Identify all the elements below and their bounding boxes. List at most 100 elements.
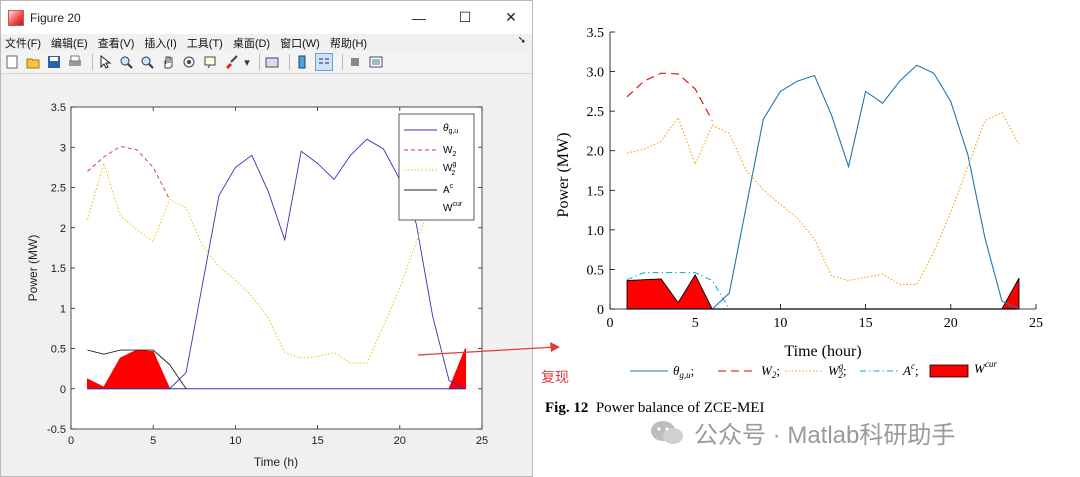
watermark-text: 公众号 · Matlab科研助手 xyxy=(694,422,956,449)
y-tick-label: 0 xyxy=(60,384,66,396)
caption-label: Fig. 12 xyxy=(545,400,589,416)
matlab-icon xyxy=(8,9,24,26)
y-tick-label: 1.0 xyxy=(587,224,605,239)
link-plot-icon[interactable] xyxy=(264,54,280,70)
legend-icon[interactable] xyxy=(315,53,333,71)
y-tick-label: 0 xyxy=(597,303,604,318)
figure-toolbar: ▾ xyxy=(1,51,532,74)
colorbar-icon[interactable] xyxy=(294,54,310,70)
y-tick-label: 0.5 xyxy=(51,344,66,356)
y-tick-label: 2.0 xyxy=(587,145,605,160)
y-tick-label: 1.5 xyxy=(587,184,605,199)
series-theta xyxy=(169,138,466,390)
toolbar-separator xyxy=(342,54,343,70)
menu-tools[interactable]: 工具(T) xyxy=(186,37,223,50)
x-tick-label: 10 xyxy=(773,316,787,331)
figure-window: Figure 20 — ☐ ✕ 文件(F) 编辑(E) 查看(V) 插入(I) … xyxy=(0,0,533,477)
print-icon[interactable] xyxy=(67,54,83,70)
legend-row[interactable]: θg,u; W2; Wg 2; Ac; Wcur xyxy=(630,359,997,380)
rotate-3d-icon[interactable] xyxy=(181,54,197,70)
y-tick-label: 2.5 xyxy=(587,105,605,120)
zoom-out-icon[interactable] xyxy=(139,54,155,70)
x-tick-label: 5 xyxy=(150,435,156,447)
menu-edit[interactable]: 编辑(E) xyxy=(51,37,88,50)
series-w2 xyxy=(626,72,713,121)
hide-tools-icon[interactable] xyxy=(347,54,363,70)
caption-text: Power balance of ZCE-MEI xyxy=(595,400,765,416)
menu-desktop[interactable]: 桌面(D) xyxy=(232,37,271,50)
open-file-icon[interactable] xyxy=(25,54,41,70)
close-button[interactable]: ✕ xyxy=(505,9,517,25)
red-arrow xyxy=(417,342,560,356)
y-tick-label: 3.0 xyxy=(587,66,605,81)
watermark: 公众号 · Matlab科研助手 xyxy=(650,415,955,450)
x-axis-label: Time (h) xyxy=(254,455,298,469)
legend-w2: W2; xyxy=(761,363,780,380)
legend-theta: θg,u xyxy=(443,123,458,135)
data-cursor-icon[interactable] xyxy=(202,54,218,70)
paper-plot: 0 5 10 15 20 25 0 0.5 1.0 1.5 2.0 2.5 3.0 3.5 Time (h… xyxy=(555,26,1043,380)
y-tick-label: 1 xyxy=(60,303,66,315)
y-axis-label: Power (MW) xyxy=(26,235,40,302)
save-icon[interactable] xyxy=(46,54,62,70)
legend-w2g: Wg 2 xyxy=(443,161,456,177)
toolbar-separator xyxy=(92,54,93,70)
zoom-in-icon[interactable] xyxy=(118,54,134,70)
series-ac xyxy=(87,349,187,390)
menu-dock-arrow-icon[interactable]: ➘ xyxy=(517,35,526,46)
maximize-button[interactable]: ☐ xyxy=(458,9,472,25)
toolbar-separator xyxy=(289,54,290,70)
reproduce-label: 复现 xyxy=(541,370,569,386)
curtailment-area xyxy=(1001,277,1020,310)
toolbar-separator xyxy=(259,54,260,70)
legend-w2g: Wg 2; xyxy=(828,361,846,380)
figure-caption: Fig. 12 Power balance of ZCE-MEI xyxy=(545,400,765,417)
y-tick-label: 2.5 xyxy=(51,183,66,195)
legend-wcur: Wcur xyxy=(974,359,997,376)
brush-icon[interactable] xyxy=(223,54,239,70)
wechat-icon xyxy=(650,419,684,447)
window-titlebar: Figure 20 — ☐ ✕ xyxy=(1,1,532,34)
new-figure-icon[interactable] xyxy=(4,54,20,70)
menu-file[interactable]: 文件(F) xyxy=(5,37,42,50)
dropdown-arrow-icon[interactable]: ▾ xyxy=(244,56,250,69)
pan-hand-icon[interactable] xyxy=(160,54,176,70)
dock-icon[interactable] xyxy=(368,54,384,70)
menu-insert[interactable]: 插入(I) xyxy=(144,37,177,50)
menu-help[interactable]: 帮助(H) xyxy=(329,37,368,50)
x-tick-label: 15 xyxy=(311,435,323,447)
menu-view[interactable]: 查看(V) xyxy=(97,37,135,50)
x-tick-label: 25 xyxy=(476,435,488,447)
x-tick-label: 25 xyxy=(1029,316,1043,331)
figure-canvas: 0 5 10 15 20 25 -0.5 0 0.5 1 1.5 2 2.5 3 3.5 Time (h) … xyxy=(1,74,532,476)
matlab-plot: 0 5 10 15 20 25-0.500.511.522.533.5 Time (h) … xyxy=(26,102,488,469)
series-w2g xyxy=(626,112,1020,286)
x-tick-label: 0 xyxy=(68,435,74,447)
x-axis-label: Time (hour) xyxy=(784,343,861,360)
y-tick-label: -0.5 xyxy=(47,424,66,436)
x-tick-label: 20 xyxy=(944,316,958,331)
pointer-icon[interactable] xyxy=(97,54,113,70)
legend-box[interactable]: θg,u W2 Wg 2 Ac Wcur xyxy=(398,113,475,221)
y-tick-label: 3.5 xyxy=(51,102,66,114)
series-w2g xyxy=(86,161,466,364)
y-tick-label: 3.5 xyxy=(587,26,605,41)
legend-ac: Ac; xyxy=(902,361,919,378)
series-ac xyxy=(626,272,730,310)
x-tick-label: 10 xyxy=(229,435,241,447)
y-tick-label: 1.5 xyxy=(51,263,66,275)
series-w2 xyxy=(87,145,171,200)
legend-theta: θg,u; xyxy=(673,363,694,380)
menu-bar: 文件(F) 编辑(E) 查看(V) 插入(I) 工具(T) 桌面(D) 窗口(W… xyxy=(1,34,532,51)
minimize-button[interactable]: — xyxy=(412,9,426,26)
y-tick-label: 0.5 xyxy=(587,263,605,278)
x-tick-label: 5 xyxy=(692,316,699,331)
window-title: Figure 20 xyxy=(30,10,81,25)
curtailment-area xyxy=(86,349,171,390)
menu-window[interactable]: 窗口(W) xyxy=(280,37,320,50)
x-tick-label: 15 xyxy=(859,316,873,331)
curtailment-area xyxy=(626,274,713,310)
legend-ac: Ac xyxy=(443,183,454,196)
y-axis-label: Power (MW) xyxy=(555,133,572,218)
y-tick-label: 3 xyxy=(60,142,66,154)
